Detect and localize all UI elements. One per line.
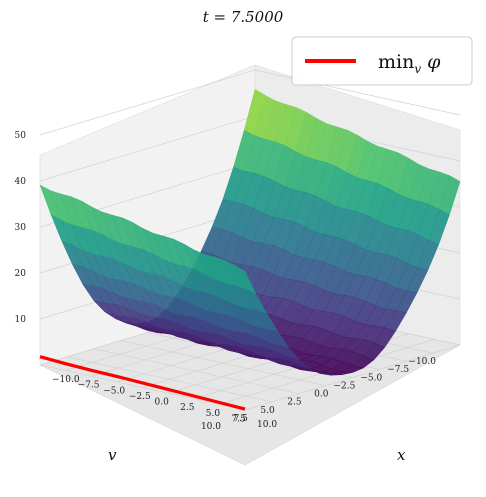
min-v-phi-line: [39, 355, 246, 411]
v-tick-label: 5.0: [260, 406, 275, 416]
floor-gridline: [244, 344, 461, 411]
floor-gridline: [66, 356, 272, 403]
x-tick-label: 5.0: [206, 409, 221, 419]
legend-box: [291, 36, 473, 86]
v-tick-label: 10.0: [201, 422, 221, 432]
x-axis-label: x: [397, 446, 406, 464]
v-tick-label: −10.0: [408, 357, 436, 367]
min-v-phi-series: [39, 355, 246, 411]
z-tick-label: 20: [15, 269, 27, 279]
legend-label: minv φ: [378, 51, 441, 76]
x-tick-label: 2.5: [180, 403, 195, 413]
x-tick-label: −5.0: [103, 386, 125, 396]
legend: minv φ: [291, 36, 473, 86]
surface-facet: [234, 264, 257, 295]
v-axis-label: v: [108, 446, 117, 464]
v-tick-label: −2.5: [334, 381, 356, 391]
wall-gridline: [39, 69, 461, 136]
floor-gridline: [39, 364, 246, 411]
v-tick-label: 0.0: [314, 390, 329, 400]
v-tick-label: −5.0: [360, 373, 382, 383]
z-tick-label: 40: [15, 177, 27, 187]
x-tick-label: 0.0: [155, 398, 170, 408]
floor-gridline: [120, 340, 326, 386]
v-tick-label: 7.5: [234, 414, 249, 424]
floor-gridline: [93, 348, 299, 395]
chart-title: t = 7.5000: [203, 8, 284, 26]
v-tick-label: 2.5: [287, 398, 302, 408]
z-tick-label: 10: [15, 315, 27, 325]
axis-ticks: −10.0−7.5−5.0−2.50.02.55.07.510.0−10.0−7…: [15, 131, 437, 432]
surface-mesh: [39, 88, 461, 376]
x-tick-label: −10.0: [52, 375, 80, 385]
z-tick-label: 30: [15, 223, 27, 233]
v-tick-label: −7.5: [387, 365, 409, 375]
x-tick-label: −7.5: [78, 381, 100, 391]
x-tick-label: 10.0: [257, 420, 277, 430]
x-tick-label: 7.5: [231, 414, 246, 424]
x-tick-label: −2.5: [129, 392, 151, 402]
z-tick-label: 50: [15, 131, 27, 141]
